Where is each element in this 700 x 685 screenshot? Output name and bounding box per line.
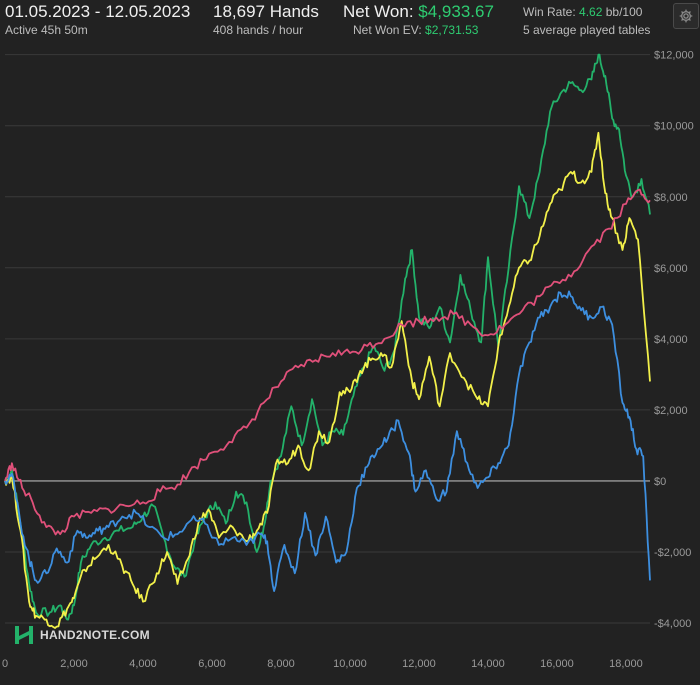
x-tick-label: 10,000: [333, 658, 367, 670]
net-won-label: Net Won:: [343, 2, 414, 21]
x-tick-label: 12,000: [402, 658, 436, 670]
x-axis-ticks: 0 2,000 4,000 6,000 8,000 10,000 12,000 14,000 1…: [2, 658, 643, 670]
win-rate-label: Win Rate:: [523, 5, 576, 19]
x-tick-label: 18,000: [609, 658, 643, 670]
hands-per-hour: 408 hands / hour: [213, 23, 304, 37]
y-tick-label: $12,000: [654, 50, 694, 62]
win-rate: Win Rate: 4.62 bb/100: [523, 5, 642, 19]
x-tick-label: 4,000: [129, 658, 157, 670]
series-lines: [4, 53, 651, 629]
x-tick-label: 8,000: [267, 658, 295, 670]
x-tick-label: 6,000: [198, 658, 226, 670]
average-tables: 5 average played tables: [523, 23, 651, 37]
net-won-ev-value: $2,731.53: [425, 23, 479, 37]
y-tick-label: $8,000: [654, 192, 688, 204]
net-won-ev: Net Won EV: $2,731.53: [353, 23, 478, 37]
grid-lines: [5, 54, 650, 624]
x-tick-label: 0: [2, 658, 8, 670]
x-tick-label: 2,000: [60, 658, 88, 670]
hands-count: 18,697 Hands: [213, 2, 319, 21]
y-tick-label: $10,000: [654, 121, 694, 133]
series-line: [4, 131, 651, 629]
series-line: [4, 53, 651, 621]
y-tick-label: $0: [654, 476, 666, 488]
active-time: Active 45h 50m: [5, 23, 88, 37]
y-tick-label: $2,000: [654, 405, 688, 417]
y-tick-label: -$4,000: [654, 618, 691, 630]
net-won-value: $4,933.67: [418, 2, 494, 21]
gear-icon: [679, 9, 693, 23]
hand2note-logo: HAND2NOTE.COM: [14, 625, 150, 645]
net-won: Net Won: $4,933.67: [343, 2, 494, 22]
x-tick-label: 16,000: [540, 658, 574, 670]
y-tick-label: $6,000: [654, 263, 688, 275]
series-line: [4, 188, 651, 536]
hand2note-logo-icon: [15, 626, 33, 644]
win-rate-value: 4.62: [579, 5, 603, 19]
x-tick-label: 14,000: [471, 658, 505, 670]
win-rate-unit: bb/100: [605, 5, 643, 19]
date-range[interactable]: 01.05.2023 - 12.05.2023: [5, 2, 191, 21]
y-axis-ticks: $12,000 $10,000 $8,000 $6,000 $4,000 $2,000 $0…: [654, 50, 694, 630]
y-tick-label: $4,000: [654, 334, 688, 346]
stats-header: 01.05.2023 - 12.05.2023 Active 45h 50m 1…: [0, 0, 700, 44]
series-line: [4, 290, 651, 592]
net-won-ev-label: Net Won EV:: [353, 23, 422, 37]
logo-text: HAND2NOTE.COM: [40, 628, 150, 642]
y-tick-label: -$2,000: [654, 547, 691, 559]
settings-button[interactable]: [673, 3, 699, 29]
